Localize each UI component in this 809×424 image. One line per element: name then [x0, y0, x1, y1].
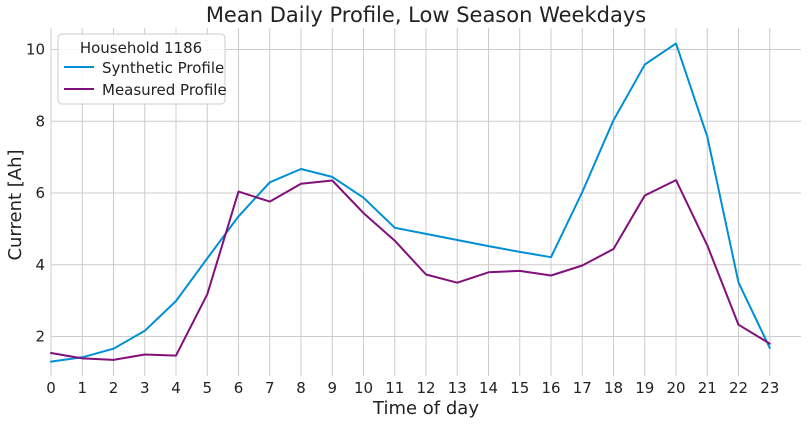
- y-tick-label: 10: [26, 41, 45, 59]
- legend-frame: [57, 33, 226, 105]
- x-axis-title: Time of day: [372, 398, 479, 419]
- legend-title: Household 1186: [80, 39, 202, 57]
- x-tick-label: 14: [479, 379, 498, 397]
- tick-labels: 0 1 2 3 4 5 6 7 8 9 10 11 12 13 14 15 16 17 18 19 20 21 22 2324…: [26, 41, 779, 397]
- x-tick-label: 17: [573, 379, 592, 397]
- x-tick-label: 19: [635, 379, 654, 397]
- x-tick-label: 20: [666, 379, 685, 397]
- x-tick-label: 3: [140, 379, 150, 397]
- x-tick-label: 12: [416, 379, 435, 397]
- x-tick-label: 1: [77, 379, 87, 397]
- x-tick-label: 16: [541, 379, 560, 397]
- series-line-measured: [50, 179, 771, 361]
- x-tick-label: 6: [234, 379, 244, 397]
- x-tick-label: 21: [698, 379, 717, 397]
- x-tick-label: 22: [729, 379, 748, 397]
- y-tick-label: 4: [35, 256, 45, 274]
- series-line-synthetic: [50, 42, 771, 363]
- legend-label-synthetic: Synthetic Profile: [102, 59, 224, 77]
- x-tick-label: 13: [448, 379, 467, 397]
- x-tick-label: 11: [385, 379, 404, 397]
- x-tick-label: 10: [354, 379, 373, 397]
- x-tick-label: 8: [296, 379, 306, 397]
- x-tick-label: 5: [202, 379, 212, 397]
- x-tick-label: 18: [604, 379, 623, 397]
- y-tick-label: 2: [35, 328, 45, 346]
- series-layer: [50, 42, 771, 363]
- x-tick-label: 2: [109, 379, 119, 397]
- legend-label-measured: Measured Profile: [102, 81, 227, 99]
- x-tick-label: 0: [46, 379, 56, 397]
- legend: Household 1186 Synthetic Profile Measure…: [57, 33, 227, 105]
- chart-title: Mean Daily Profile, Low Season Weekdays: [206, 3, 646, 27]
- x-tick-label: 15: [510, 379, 529, 397]
- y-tick-label: 8: [35, 112, 45, 130]
- x-tick-label: 7: [265, 379, 275, 397]
- y-axis-title: Current [Ah]: [5, 149, 26, 260]
- y-tick-label: 6: [35, 184, 45, 202]
- x-tick-label: 9: [327, 379, 337, 397]
- x-tick-label: 23: [760, 379, 779, 397]
- x-tick-label: 4: [171, 379, 181, 397]
